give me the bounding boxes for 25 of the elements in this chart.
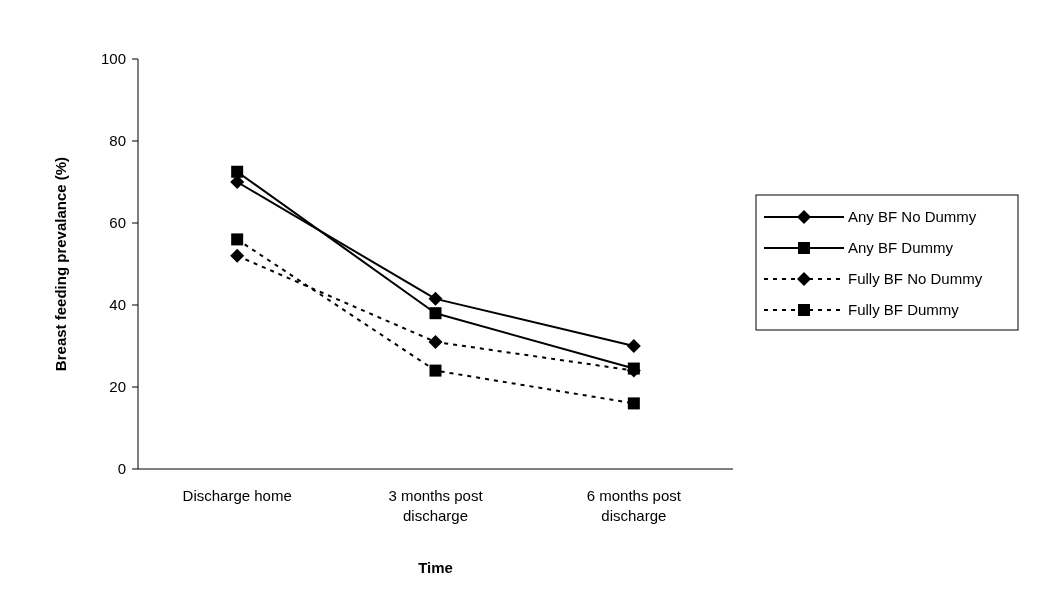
x-tick-label: Discharge home — [182, 487, 292, 504]
point — [230, 175, 245, 189]
y-tick-label: 40 — [109, 296, 126, 314]
point — [231, 233, 244, 246]
point — [429, 307, 442, 320]
point — [428, 291, 443, 306]
x-tick-label: 3 months post discharge — [388, 487, 484, 524]
point — [231, 165, 244, 178]
y-tick-label: 0 — [117, 460, 126, 478]
y-tick-label: 80 — [109, 132, 126, 150]
point — [429, 364, 442, 377]
point — [428, 334, 443, 349]
y-tick-label: 60 — [109, 214, 126, 232]
text: Fully BF Dummy — [848, 301, 960, 319]
text: Any BF No Dummy — [848, 208, 977, 226]
point — [230, 248, 245, 263]
x-tick-label: 6 months post discharge — [586, 487, 682, 524]
y-tick-label: 20 — [109, 378, 126, 396]
y-axis-title: Breast feeding prevalance (%) — [52, 156, 69, 372]
point — [626, 339, 641, 353]
x-axis-title: Time — [418, 559, 453, 576]
text: Fully BF No Dummy — [848, 270, 983, 288]
point — [627, 397, 640, 410]
y-tick-label: 100 — [100, 50, 126, 68]
text: Any BF Dummy — [848, 239, 954, 257]
